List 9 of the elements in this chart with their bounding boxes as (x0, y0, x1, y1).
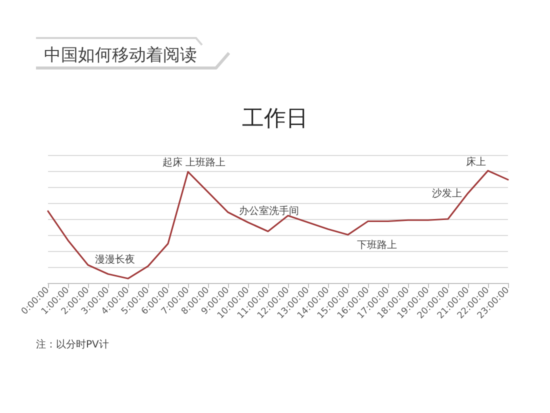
annotation: 床上 (466, 156, 486, 168)
annotation: 下班路上 (357, 239, 397, 252)
annotation: 沙发上 (432, 188, 462, 200)
chart-subtitle: 工作日 (242, 106, 308, 132)
chart-title: 中国如何移动着阅读 (44, 46, 197, 66)
text: 注：以分时PV计 (36, 338, 109, 350)
annotation: 漫漫长夜 (95, 254, 135, 266)
annotation: 起床 上班路上 (162, 156, 226, 168)
annotation: 办公室洗手间 (239, 205, 299, 218)
